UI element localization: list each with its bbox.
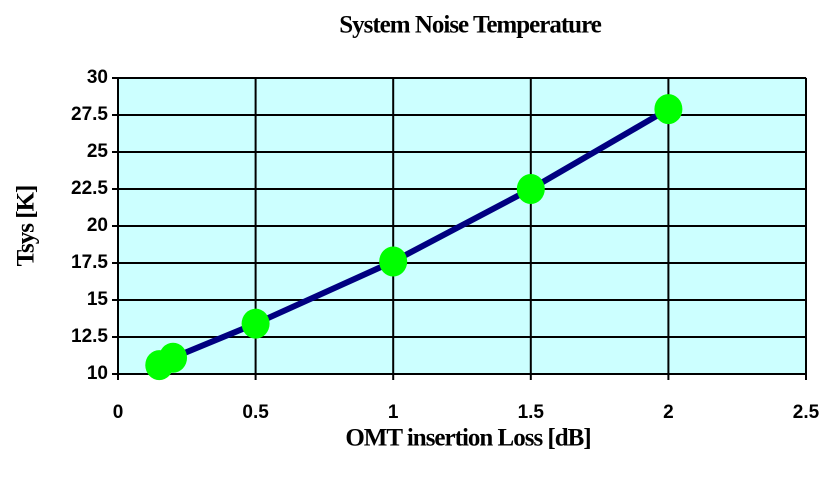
x-axis-label: OMT insertion Loss [dB] <box>345 425 590 452</box>
x-tick-label: 1 <box>388 402 399 423</box>
data-point <box>516 174 545 204</box>
x-tick-label: 1.5 <box>518 402 545 423</box>
data-point <box>241 308 270 339</box>
x-tick-label: 0.5 <box>242 402 269 423</box>
y-tick-label: 10 <box>87 363 108 384</box>
x-tick-label: 2 <box>663 402 674 423</box>
y-tick-label: 17.5 <box>71 252 108 273</box>
x-tick-label: 2.5 <box>793 402 820 423</box>
y-axis-label: Tsys [K] <box>13 186 40 267</box>
y-tick-label: 22.5 <box>71 178 108 199</box>
y-tick-label: 30 <box>87 67 108 88</box>
data-point <box>379 246 408 277</box>
y-tick-label: 25 <box>87 141 109 162</box>
y-tick-label: 20 <box>87 215 108 236</box>
y-tick-label: 27.5 <box>71 104 108 125</box>
y-tick-label: 12.5 <box>71 326 108 347</box>
data-point <box>654 94 683 125</box>
data-point <box>159 342 188 373</box>
y-tick-label: 15 <box>87 289 109 310</box>
x-tick-label: 0 <box>113 402 124 423</box>
chart-title: System Noise Temperature <box>339 12 602 39</box>
